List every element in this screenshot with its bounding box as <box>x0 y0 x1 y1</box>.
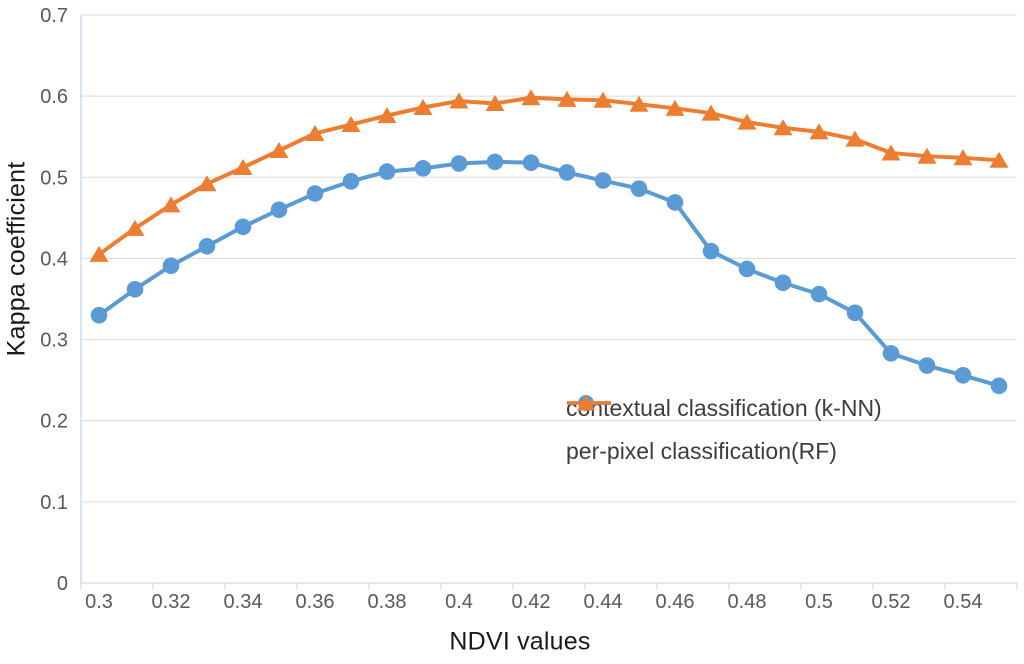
data-point-triangle <box>125 219 145 236</box>
x-tick-label: 0.36 <box>296 591 335 613</box>
data-point-circle <box>270 201 288 219</box>
data-point-circle <box>594 172 612 189</box>
x-tick-label: 0.34 <box>224 591 263 613</box>
y-axis-title: Kappa coefficient <box>2 161 31 357</box>
data-point-triangle <box>773 119 793 136</box>
data-point-triangle <box>341 116 361 133</box>
data-point-triangle <box>449 92 469 109</box>
series-line-knn <box>97 159 1001 388</box>
data-point-triangle <box>521 89 541 106</box>
data-point-triangle <box>161 196 181 213</box>
x-tick-label: 0.52 <box>872 591 911 613</box>
y-tick-label: 0.7 <box>40 5 68 27</box>
data-point-triangle <box>917 147 937 164</box>
y-tick-label: 0 <box>57 573 68 595</box>
data-point-triangle <box>89 245 109 262</box>
data-point-circle <box>198 237 216 255</box>
data-point-circle <box>486 153 504 171</box>
x-tick-label: 0.46 <box>656 591 695 613</box>
data-point-triangle <box>269 142 289 159</box>
data-point-circle <box>702 242 720 260</box>
x-tick-label: 0.5 <box>805 591 833 613</box>
x-tick-label: 0.3 <box>85 591 113 613</box>
x-tick-label: 0.54 <box>944 591 983 613</box>
x-tick-label: 0.44 <box>584 591 623 613</box>
legend: contextual classification (k-NN) per-pix… <box>566 392 882 468</box>
data-point-triangle <box>593 91 613 108</box>
data-point-triangle <box>629 95 649 112</box>
legend-label-rf: per-pixel classification(RF) <box>566 438 837 464</box>
data-point-circle <box>234 218 252 236</box>
y-tick-label: 0.4 <box>40 248 68 270</box>
data-point-triangle <box>233 159 253 176</box>
data-point-circle <box>522 154 540 171</box>
data-point-triangle <box>377 107 397 124</box>
data-point-triangle <box>737 113 757 130</box>
data-point-triangle <box>197 175 217 192</box>
x-tick-label: 0.38 <box>368 591 407 613</box>
data-point-circle <box>630 180 648 197</box>
y-tick-label: 0.2 <box>40 411 68 433</box>
data-point-circle <box>90 306 108 324</box>
y-tick-label: 0.1 <box>40 492 68 514</box>
data-point-triangle <box>953 149 973 166</box>
legend-rf-line-triangle-icon <box>567 395 611 411</box>
y-tick-label: 0.3 <box>40 330 68 352</box>
y-tick-label: 0.5 <box>40 167 68 189</box>
y-tick-label: 0.6 <box>40 86 68 108</box>
data-point-triangle <box>557 90 577 107</box>
data-point-circle <box>162 257 180 275</box>
data-point-circle <box>306 185 324 202</box>
legend-entry-rf: per-pixel classification(RF) <box>566 395 882 468</box>
data-point-triangle <box>881 144 901 161</box>
x-tick-label: 0.48 <box>728 591 767 613</box>
data-point-circle <box>378 163 396 180</box>
data-point-triangle <box>809 123 829 140</box>
x-tick-label: 0.4 <box>445 591 473 613</box>
data-point-circle <box>126 280 144 298</box>
data-point-circle <box>342 173 360 190</box>
x-tick-label: 0.32 <box>152 591 191 613</box>
x-tick-label: 0.42 <box>512 591 551 613</box>
data-point-triangle <box>305 124 325 141</box>
data-point-triangle <box>665 99 685 116</box>
data-point-circle <box>738 260 756 278</box>
data-point-circle <box>666 194 684 211</box>
data-point-circle <box>846 304 864 322</box>
data-point-circle <box>810 285 828 303</box>
data-point-circle <box>558 164 576 181</box>
data-point-circle <box>450 155 468 172</box>
data-point-triangle <box>845 130 865 147</box>
data-point-triangle <box>701 104 721 121</box>
data-point-circle <box>414 160 432 177</box>
data-point-triangle <box>485 94 505 111</box>
data-point-circle <box>774 274 792 292</box>
series-line-rf <box>97 95 1001 257</box>
legend-label-knn: contextual classification (k-NN) <box>566 395 882 421</box>
data-point-triangle <box>413 99 433 116</box>
data-point-circle <box>954 366 972 384</box>
data-point-circle <box>882 345 900 362</box>
data-point-circle <box>918 357 936 374</box>
legend-entry-knn: contextual classification (k-NN) <box>566 392 882 425</box>
x-axis-title: NDVI values <box>449 627 591 656</box>
data-point-triangle <box>989 151 1009 168</box>
data-point-circle <box>990 377 1008 395</box>
